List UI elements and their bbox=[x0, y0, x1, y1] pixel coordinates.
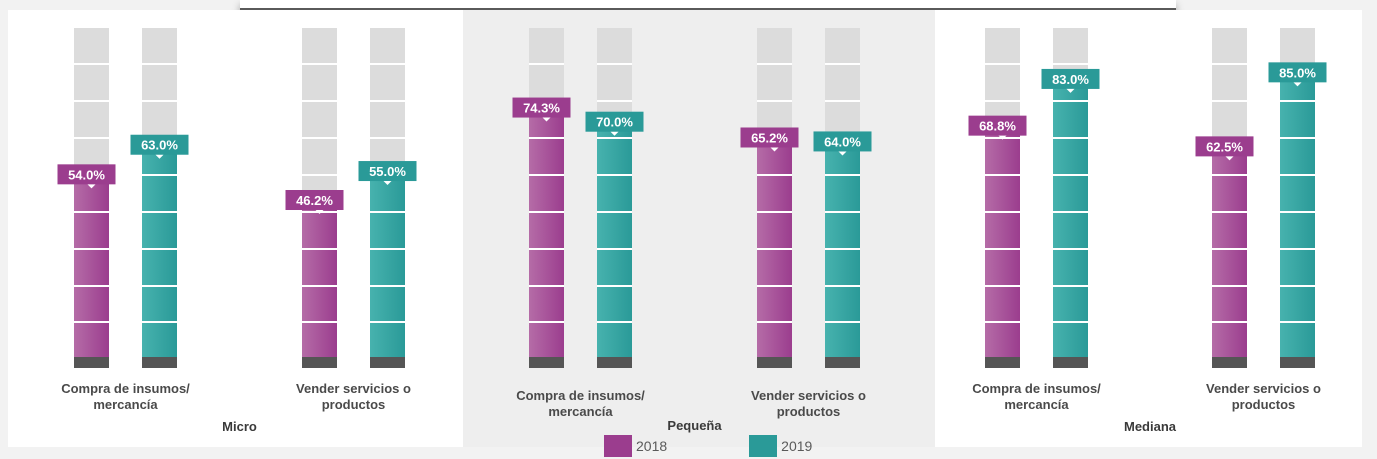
bar-micro-compra-2019-label-pointer bbox=[155, 154, 164, 159]
bar-micro-vender-2019 bbox=[370, 176, 405, 357]
group-label-micro: Micro bbox=[222, 419, 257, 434]
bar-micro-vender-2018-label-box bbox=[285, 190, 344, 211]
bar-pequena-compra-2019-label-pointer bbox=[610, 131, 619, 136]
bar-mediana-compra-2018-label-box bbox=[968, 115, 1027, 136]
bar-mediana-compra-2019-value-label: 83.0% bbox=[1052, 72, 1089, 87]
bar-pequena-compra-2018-label-pointer bbox=[542, 117, 551, 122]
bar-pequena-vender-2019-base bbox=[825, 357, 860, 368]
legend-swatch-2018 bbox=[604, 435, 632, 457]
bar-micro-compra-2018-base bbox=[74, 357, 109, 368]
bar-micro-compra-2018-value-label: 54.0% bbox=[68, 167, 105, 182]
bar-mediana-compra-2019-label-pointer bbox=[1066, 88, 1075, 93]
bar-pequena-vender-2019-label-box bbox=[813, 131, 872, 152]
bar-mediana-vender-2019-value-label: 85.0% bbox=[1279, 65, 1316, 80]
bar-pequena-vender-2018-label-box bbox=[740, 127, 799, 148]
bar-micro-compra-2019 bbox=[142, 149, 177, 357]
bar-pequena-vender-2019-label-pointer bbox=[838, 151, 847, 156]
bar-micro-compra-2018 bbox=[74, 179, 109, 357]
bar-pequena-vender-2018-base bbox=[757, 357, 792, 368]
bar-mediana-vender-2018 bbox=[1212, 151, 1247, 357]
bar-mediana-compra-2018-value-label: 68.8% bbox=[979, 119, 1016, 134]
bar-micro-compra-2019-label-box bbox=[130, 134, 189, 155]
category-label-micro-compra-line-2: mercancía bbox=[93, 397, 158, 412]
bar-micro-vender-2018 bbox=[302, 205, 337, 357]
bar-micro-vender-2018-value-label: 46.2% bbox=[296, 193, 333, 208]
category-label-pequena-compra-line-2: mercancía bbox=[548, 404, 613, 419]
legend-item-2019[interactable]: 2019 bbox=[749, 435, 812, 457]
legend: 2018 2019 bbox=[604, 434, 812, 458]
bar-micro-vender-2018-base bbox=[302, 357, 337, 368]
bar-mediana-vender-2018-label-pointer bbox=[1225, 156, 1234, 161]
bar-micro-compra-2019-value-label: 63.0% bbox=[141, 138, 178, 153]
bar-pequena-compra-2019-base bbox=[597, 357, 632, 368]
bar-mediana-vender-2018-value-label: 62.5% bbox=[1206, 139, 1243, 154]
bar-micro-compra-2018-label-box bbox=[57, 164, 116, 185]
bar-pequena-compra-2018-label-box bbox=[512, 97, 571, 118]
bar-mediana-vender-2018-base bbox=[1212, 357, 1247, 368]
bar-pequena-vender-2019 bbox=[825, 146, 860, 357]
bar-mediana-vender-2019 bbox=[1280, 77, 1315, 357]
group-label-mediana: Mediana bbox=[1124, 419, 1177, 434]
category-label-mediana-compra-line-1: Compra de insumos/ bbox=[972, 381, 1101, 396]
bar-pequena-compra-2019 bbox=[597, 126, 632, 357]
category-label-pequena-vender-line-2: productos bbox=[777, 404, 841, 419]
category-label-mediana-compra-line-2: mercancía bbox=[1004, 397, 1069, 412]
bar-mediana-vender-2019-base bbox=[1280, 357, 1315, 368]
bar-mediana-compra-2018-base bbox=[985, 357, 1020, 368]
bar-micro-vender-2018-label-pointer bbox=[315, 210, 324, 215]
bar-micro-vender-2019-label-box bbox=[358, 161, 417, 182]
bar-pequena-compra-2019-label-box bbox=[585, 111, 644, 132]
bar-micro-compra-2018-label-pointer bbox=[87, 184, 96, 189]
bar-mediana-vender-2019-label-box bbox=[1268, 62, 1327, 83]
bar-pequena-vender-2018-value-label: 65.2% bbox=[751, 130, 788, 145]
category-label-pequena-vender-line-1: Vender servicios o bbox=[751, 388, 866, 403]
bar-mediana-compra-2019 bbox=[1053, 83, 1088, 358]
category-label-micro-vender-line-1: Vender servicios o bbox=[296, 381, 411, 396]
bar-mediana-compra-2019-base bbox=[1053, 357, 1088, 368]
legend-label-2019: 2019 bbox=[781, 438, 813, 454]
legend-swatch-2019 bbox=[749, 435, 778, 457]
category-label-pequena-compra-line-1: Compra de insumos/ bbox=[516, 388, 645, 403]
header-banner bbox=[240, 0, 1176, 11]
bar-micro-vender-2019-label-pointer bbox=[383, 181, 392, 186]
bar-pequena-vender-2018-label-pointer bbox=[770, 147, 779, 152]
legend-label-2018: 2018 bbox=[636, 438, 668, 454]
bar-mediana-compra-2018-label-pointer bbox=[998, 135, 1007, 140]
bar-mediana-compra-2018 bbox=[985, 130, 1020, 357]
group-label-pequena: Pequeña bbox=[667, 418, 722, 433]
bar-pequena-compra-2018-base bbox=[529, 357, 564, 368]
bar-micro-vender-2019-value-label: 55.0% bbox=[369, 164, 406, 179]
bar-pequena-vender-2019-value-label: 64.0% bbox=[824, 134, 861, 149]
bar-micro-vender-2019-base bbox=[370, 357, 405, 368]
bar-mediana-compra-2019-label-box bbox=[1041, 68, 1100, 89]
category-label-micro-compra-line-1: Compra de insumos/ bbox=[61, 381, 190, 396]
legend-item-2018[interactable]: 2018 bbox=[604, 435, 667, 457]
bar-mediana-vender-2018-label-box bbox=[1195, 136, 1254, 157]
bar-mediana-vender-2019-label-pointer bbox=[1293, 82, 1302, 87]
category-label-mediana-vender-line-1: Vender servicios o bbox=[1206, 381, 1321, 396]
bar-pequena-compra-2018 bbox=[529, 112, 564, 357]
category-label-mediana-vender-line-2: productos bbox=[1232, 397, 1296, 412]
category-label-micro-vender-line-2: productos bbox=[322, 397, 386, 412]
bar-pequena-compra-2019-value-label: 70.0% bbox=[596, 115, 633, 130]
bar-micro-compra-2019-base bbox=[142, 357, 177, 368]
bar-pequena-compra-2018-value-label: 74.3% bbox=[523, 101, 560, 116]
